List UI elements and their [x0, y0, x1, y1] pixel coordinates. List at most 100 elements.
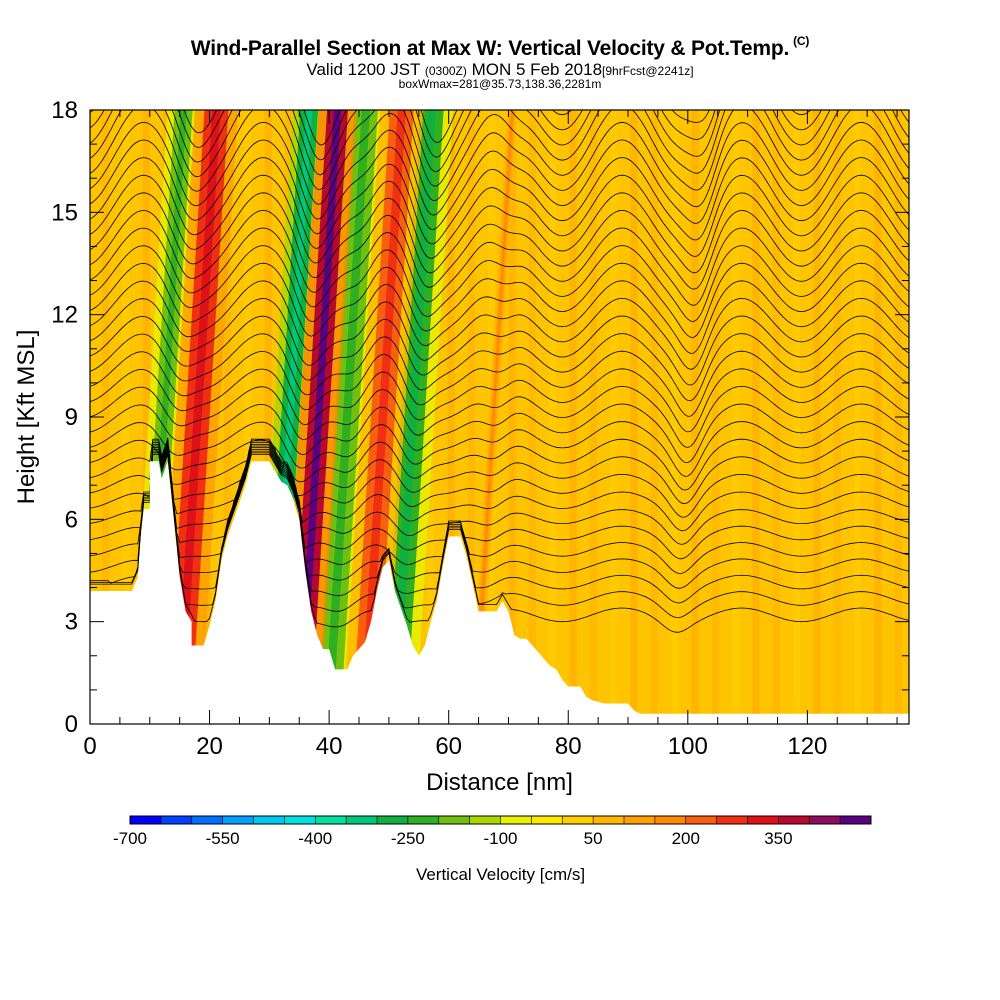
- downdraft-band-core: [324, 110, 371, 724]
- theta-contour: [90, 442, 909, 532]
- x-tick-label: 20: [196, 733, 223, 760]
- colorbar-swatch: [809, 816, 841, 824]
- x-axis-label: Distance [nm]: [426, 769, 573, 796]
- colorbar-swatch: [253, 816, 285, 824]
- colorbar-swatch: [315, 816, 347, 824]
- x-tick-label: 80: [555, 733, 582, 760]
- theta-contour: [90, 449, 909, 589]
- terrain: [90, 461, 909, 724]
- theta-contour: [90, 403, 909, 464]
- theta-contour: [90, 110, 909, 176]
- colorbar-tick-label: -400: [298, 829, 332, 848]
- y-axis-label: Height [Kft MSL]: [13, 330, 40, 505]
- colorbar-swatch: [716, 816, 748, 824]
- terrain-mask: [90, 461, 909, 724]
- theta-contour: [90, 110, 909, 205]
- theta-contour: [90, 110, 909, 191]
- x-tick-label: 0: [83, 733, 96, 760]
- y-tick-label: 3: [65, 609, 78, 636]
- theta-contour: [90, 121, 909, 220]
- theta-contour: [90, 227, 909, 308]
- colorbar-tick-label: -250: [391, 829, 425, 848]
- field-streak: [101, 110, 110, 724]
- y-tick-label: 9: [65, 404, 78, 431]
- field-streak: [732, 110, 740, 724]
- valid-date: MON 5 Feb 2018: [471, 60, 603, 79]
- theta-contour: [90, 209, 909, 293]
- chart-subtitle: Valid 1200 JST (0300Z) MON 5 Feb 2018[9h…: [0, 60, 1000, 80]
- x-tick-label: 60: [435, 733, 462, 760]
- colorbar-swatch: [840, 816, 872, 824]
- colorbar-swatch: [284, 816, 316, 824]
- field-streak: [752, 110, 760, 724]
- updraft-band-core: [359, 110, 406, 724]
- chart-title: Wind-Parallel Section at Max W: Vertical…: [0, 34, 1000, 61]
- theta-contour: [90, 443, 909, 545]
- field-streak: [854, 110, 862, 724]
- utc-time: (0300Z): [424, 64, 467, 78]
- colorbar-swatch: [531, 816, 563, 824]
- colorbar-tick-label: 50: [584, 829, 603, 848]
- colorbar-swatch: [346, 816, 378, 824]
- theta-contour: [90, 450, 909, 604]
- colorbar-swatch: [222, 816, 254, 824]
- colorbar-swatch: [438, 816, 471, 824]
- theta-contour: [90, 445, 909, 560]
- theta-contour: [90, 297, 909, 370]
- theta-contour: [90, 368, 909, 433]
- theta-contour: [90, 245, 909, 322]
- field-streak: [467, 110, 475, 724]
- theta-contour: [90, 315, 909, 386]
- colorbar-tick-label: -100: [483, 829, 517, 848]
- colorbar-swatch: [407, 816, 440, 824]
- field-streak: [569, 110, 577, 724]
- theta-contour: [90, 174, 909, 264]
- theta-contour: [90, 280, 909, 354]
- colorbar-swatch: [191, 816, 224, 824]
- theta-contour: [90, 139, 909, 235]
- updraft-band-core: [174, 110, 221, 724]
- field-streak: [833, 110, 841, 724]
- theta-contour: [90, 438, 909, 505]
- field-streak: [122, 110, 130, 724]
- chart-title-text: Wind-Parallel Section at Max W: Vertical…: [190, 37, 790, 60]
- theta-contours: [90, 110, 909, 633]
- valid-time: Valid 1200 JST: [306, 60, 421, 79]
- y-tick-label: 12: [51, 302, 78, 329]
- x-tick-label: 120: [787, 733, 827, 760]
- field-streak: [610, 110, 618, 724]
- colorbar-swatch: [624, 816, 656, 824]
- field-streak: [772, 110, 780, 724]
- field-streak: [813, 110, 821, 724]
- field-streak: [711, 110, 719, 724]
- colorbar-tick-label: -700: [113, 829, 147, 848]
- x-tick-label: 40: [316, 733, 343, 760]
- y-tick-label: 15: [51, 199, 78, 226]
- field-streak: [223, 110, 232, 724]
- field-streak: [142, 110, 150, 724]
- colorbar-tick-label: 350: [764, 829, 792, 848]
- colorbar-tick-label: -550: [206, 829, 240, 848]
- theta-contour: [90, 454, 909, 633]
- y-tick-label: 18: [51, 97, 78, 124]
- colorbar-swatch: [562, 816, 594, 824]
- theta-contour: [90, 440, 909, 518]
- field-streak: [549, 110, 557, 724]
- downdraft-band-core: [389, 110, 436, 724]
- colorbar-swatch: [130, 816, 162, 824]
- updraft-band-core: [473, 110, 514, 724]
- theta-contour: [90, 421, 909, 477]
- colorbar-swatch: [654, 816, 687, 824]
- copyright-mark: (C): [793, 34, 810, 48]
- field-streak: [630, 110, 638, 724]
- field-streak: [264, 110, 272, 724]
- colorbar-swatch: [377, 816, 409, 824]
- colorbar: -700 -550 -400 -250 -100 50 200 350 Vertical Vel…: [113, 815, 872, 884]
- field-streak: [874, 110, 882, 724]
- colorbar-swatch: [593, 816, 625, 824]
- theta-contour: [90, 452, 909, 619]
- colorbar-label: Vertical Velocity [cm/s]: [416, 865, 585, 884]
- chart-subtitle-2: boxWmax=281@35.73,138.36,2281m: [398, 77, 602, 91]
- axes: 0 3 6 9 12 15 18 0 20 40 60 80 100 120 Distance [nm] He…: [13, 97, 909, 796]
